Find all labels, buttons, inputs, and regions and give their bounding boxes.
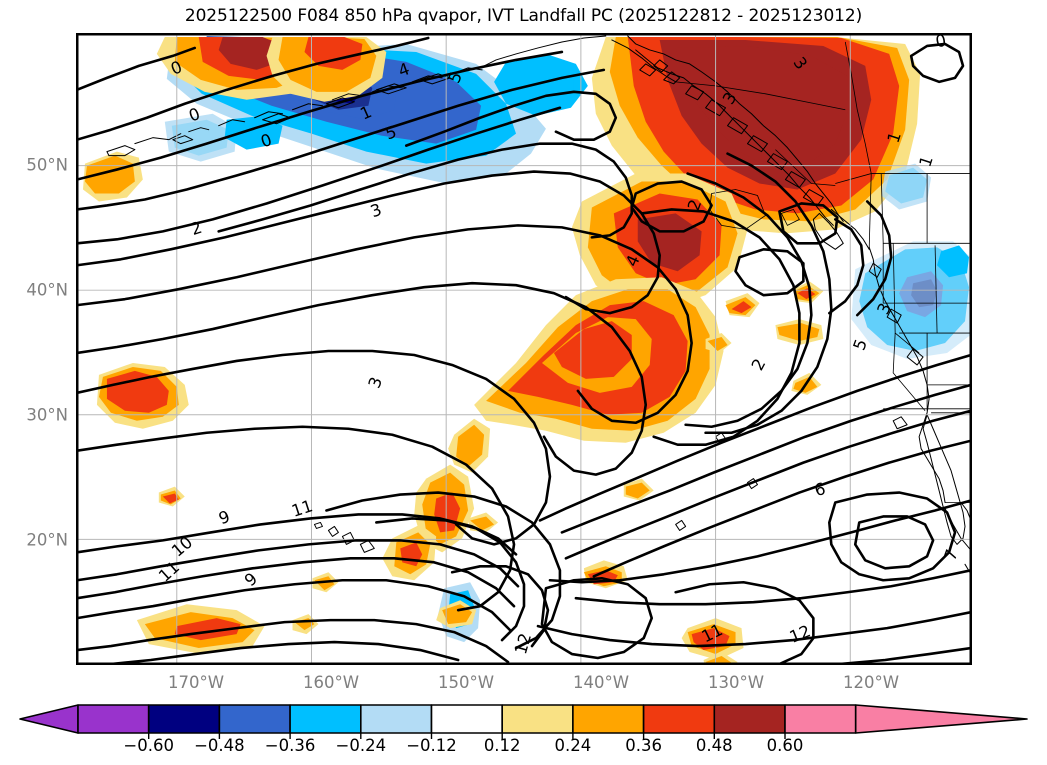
x-tick-label-160w: 160°W bbox=[302, 673, 360, 692]
shaded-anomaly-field bbox=[82, 35, 971, 664]
colorbar-tick-10: 0.60 bbox=[766, 736, 804, 755]
x-tick-label-120w: 120°W bbox=[842, 673, 900, 692]
y-tick-label-20n: 20°N bbox=[26, 530, 68, 550]
page-title: 2025122500 F084 850 hPa qvapor, IVT Land… bbox=[184, 6, 863, 26]
colorbar-tick-1: −0.60 bbox=[123, 736, 174, 755]
x-tick-label-170w: 170°W bbox=[167, 673, 225, 692]
colorbar-tick-5: −0.12 bbox=[406, 736, 457, 755]
x-tick-label-150w: 150°W bbox=[437, 673, 495, 692]
contour-lines bbox=[77, 36, 971, 664]
colorbar-tick-2: −0.48 bbox=[194, 736, 245, 755]
x-tick-label-140w: 140°W bbox=[572, 673, 630, 692]
y-tick-label-30n: 30°N bbox=[26, 405, 68, 425]
colorbar-tick-9: 0.48 bbox=[695, 736, 733, 755]
x-tick-label-130w: 130°W bbox=[707, 673, 765, 692]
y-tick-label-50n: 50°N bbox=[26, 155, 68, 175]
map-axes: 0 0 0 2 1 3 4 5 5 3 3 0 1 2 4 bbox=[76, 33, 972, 665]
colorbar-extend-max bbox=[854, 704, 1028, 734]
colorbar-extend-min bbox=[19, 704, 79, 734]
colorbar-tick-6: 0.12 bbox=[483, 736, 521, 755]
map-plot: 0 0 0 2 1 3 4 5 5 3 3 0 1 2 4 bbox=[77, 34, 971, 664]
svg-text:0: 0 bbox=[934, 34, 948, 51]
colorbar-tick-8: 0.36 bbox=[625, 736, 662, 755]
y-tick-label-40n: 40°N bbox=[26, 280, 68, 300]
political-borders bbox=[675, 41, 971, 503]
svg-text:6: 6 bbox=[812, 479, 827, 500]
colorbar-tick-4: −0.24 bbox=[335, 736, 387, 755]
colorbar-tick-7: 0.24 bbox=[554, 736, 592, 755]
colorbar-swatches bbox=[19, 704, 1028, 739]
colorbar: −0.60 −0.48 −0.36 −0.24 −0.12 0.12 0.24 … bbox=[0, 700, 1047, 765]
colorbar-tick-3: −0.36 bbox=[264, 736, 316, 755]
